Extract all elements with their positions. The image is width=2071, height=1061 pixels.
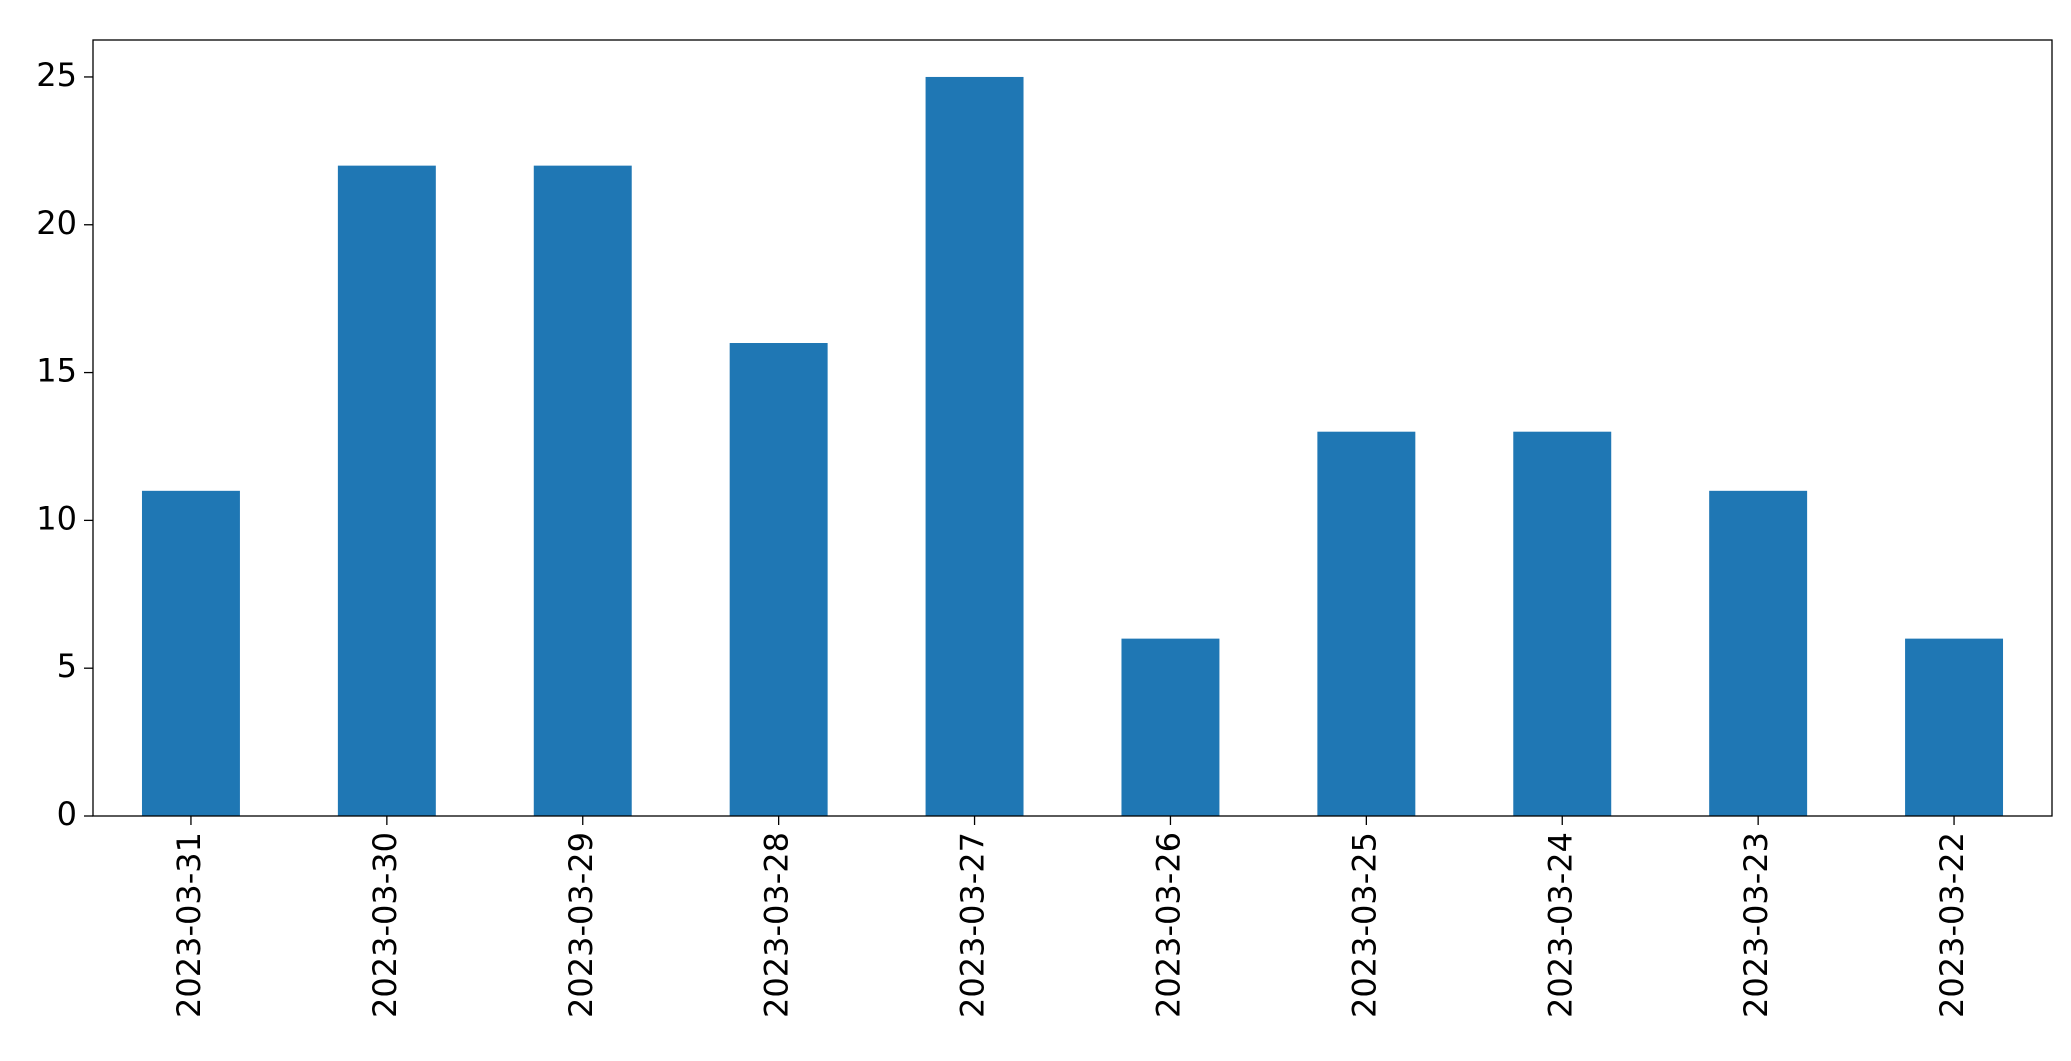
y-tick-label: 25 bbox=[36, 56, 77, 94]
plot-frame bbox=[92, 39, 2053, 817]
bar bbox=[533, 165, 632, 817]
bar bbox=[1709, 490, 1808, 816]
bar bbox=[1317, 431, 1416, 816]
x-tick-label: 2023-03-28 bbox=[758, 832, 796, 1018]
y-tick-label: 10 bbox=[36, 499, 77, 537]
x-tick-label: 2023-03-22 bbox=[1933, 832, 1971, 1018]
x-tick-label: 2023-03-25 bbox=[1345, 832, 1383, 1018]
y-tick-label: 20 bbox=[36, 204, 77, 242]
x-tick-label: 2023-03-31 bbox=[170, 832, 208, 1018]
x-tick-label: 2023-03-26 bbox=[1149, 832, 1187, 1018]
y-tick-label: 5 bbox=[57, 647, 77, 685]
bar bbox=[141, 490, 240, 816]
bar bbox=[337, 165, 436, 817]
x-tick-label: 2023-03-24 bbox=[1541, 832, 1579, 1018]
y-tick-label: 0 bbox=[57, 795, 77, 833]
bar bbox=[1905, 638, 2004, 816]
bar bbox=[1513, 431, 1612, 816]
x-tick-label: 2023-03-27 bbox=[954, 832, 992, 1018]
bar bbox=[1121, 638, 1220, 816]
y-tick-label: 15 bbox=[36, 352, 77, 390]
bar bbox=[925, 76, 1024, 816]
x-tick-label: 2023-03-29 bbox=[562, 832, 600, 1018]
x-tick-label: 2023-03-30 bbox=[366, 832, 404, 1018]
x-tick-label: 2023-03-23 bbox=[1737, 832, 1775, 1018]
bar bbox=[729, 343, 828, 816]
